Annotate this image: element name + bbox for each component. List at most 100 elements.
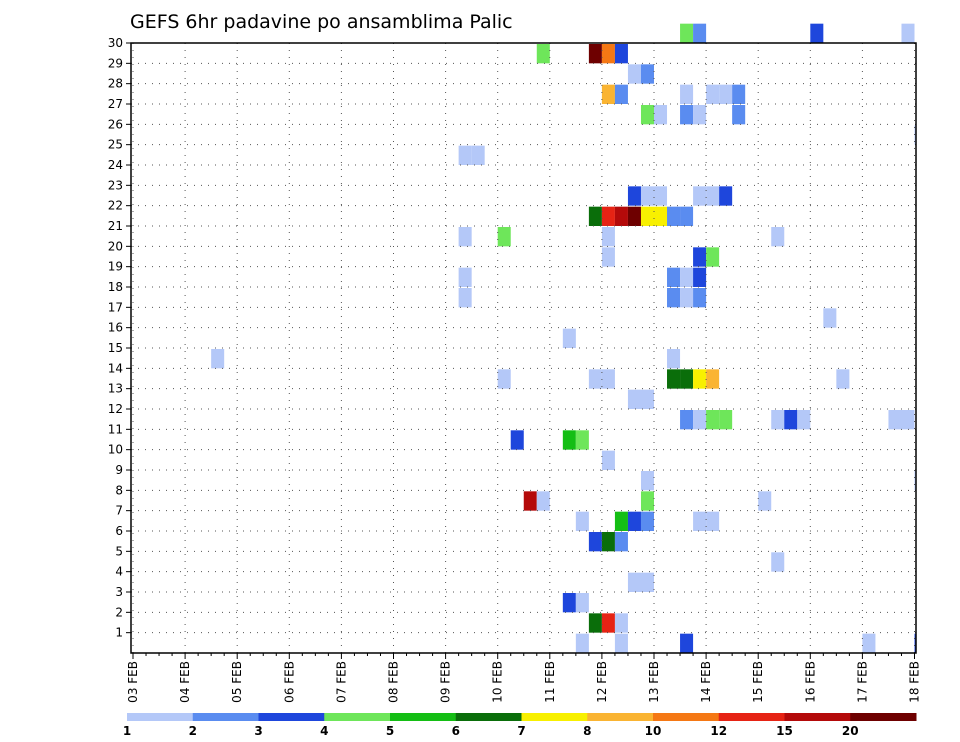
x-tick-label: 06 FEB — [282, 661, 296, 703]
heatmap-cell — [667, 349, 681, 369]
colorbar-label: 1 — [123, 724, 131, 738]
heatmap-cell — [640, 511, 655, 531]
heatmap-cell — [771, 410, 785, 430]
y-tick-label: 6 — [115, 524, 123, 538]
y-tick-label: 9 — [115, 463, 123, 477]
y-tick-label: 28 — [108, 77, 123, 91]
heatmap-cell — [601, 247, 615, 267]
heatmap-cell — [797, 410, 811, 430]
heatmap-cell — [601, 532, 615, 552]
y-tick-label: 27 — [108, 97, 123, 111]
heatmap-cell — [680, 369, 694, 389]
heatmap-cell — [614, 206, 628, 226]
colorbar-label: 7 — [517, 724, 525, 738]
x-tick-label: 11 FEB — [543, 661, 557, 703]
heatmap-cell — [601, 369, 615, 389]
heatmap-cell — [510, 430, 524, 450]
heatmap-cell — [693, 511, 707, 531]
colorbar-swatch — [390, 713, 457, 721]
chart-title: GEFS 6hr padavine po ansamblima Palic — [130, 11, 513, 33]
heatmap-cell — [680, 267, 694, 287]
colorbar-legend: 1 2 3 4 5 6 7 8 10 12 15 20 — [123, 713, 917, 738]
heatmap-cell — [627, 186, 641, 206]
heatmap-cell — [575, 430, 589, 450]
heatmap-cell — [732, 84, 746, 104]
heatmap-cell — [627, 389, 641, 409]
heatmap-cell — [836, 369, 850, 389]
colorbar-swatch — [587, 713, 654, 721]
heatmap-cell — [693, 105, 707, 125]
heatmap-cell — [497, 227, 511, 247]
y-tick-label: 25 — [108, 138, 123, 152]
heatmap-cell — [614, 532, 628, 552]
y-tick-label: 24 — [108, 158, 123, 172]
heatmap-cell — [640, 491, 655, 511]
heatmap-cell — [719, 186, 733, 206]
heatmap-cell — [536, 491, 550, 511]
heatmap-cell — [667, 206, 681, 226]
heatmap-cell — [693, 186, 707, 206]
heatmap-cell — [601, 613, 615, 633]
x-axis: 03 FEB 04 FEB 05 FEB 06 FEB 07 FEB 08 FEB 09 F… — [126, 653, 922, 703]
y-tick-label: 7 — [115, 504, 123, 518]
heatmap-cell — [211, 349, 225, 369]
y-tick-label: 16 — [108, 321, 123, 335]
heatmap-cell — [706, 84, 720, 104]
heatmap-cell — [706, 369, 720, 389]
y-tick-label: 1 — [115, 626, 123, 640]
y-tick-label: 21 — [108, 219, 123, 233]
colorbar-label: 10 — [645, 724, 662, 738]
heatmap-cell — [640, 389, 655, 409]
heatmap-cell — [536, 44, 550, 64]
x-tick-label: 18 FEB — [908, 661, 922, 703]
heatmap-cell — [575, 633, 589, 653]
heatmap-cell — [680, 410, 694, 430]
heatmap-cell — [654, 206, 668, 226]
heatmap-cell — [458, 227, 472, 247]
heatmap-cell — [667, 288, 681, 308]
heatmap-cell — [614, 613, 628, 633]
colorbar-swatch — [718, 713, 785, 721]
y-tick-label: 18 — [108, 280, 123, 294]
heatmap-cell — [693, 247, 707, 267]
colorbar-swatch — [784, 713, 851, 721]
heatmap-cell — [523, 491, 537, 511]
y-tick-label: 29 — [108, 56, 123, 70]
heatmap-cell — [654, 186, 668, 206]
heatmap-cell — [706, 247, 720, 267]
heatmap-cell — [588, 369, 602, 389]
heatmap-cell — [562, 430, 576, 450]
x-tick-label: 10 FEB — [491, 661, 505, 703]
heatmap-cell — [771, 552, 785, 572]
heatmap-cell — [601, 450, 615, 470]
heatmap-cell — [901, 410, 915, 430]
y-tick-label: 10 — [108, 443, 123, 457]
colorbar-label: 2 — [189, 724, 197, 738]
x-tick-label: 03 FEB — [126, 661, 140, 703]
x-tick-label: 07 FEB — [334, 661, 348, 703]
heatmap-cell — [693, 288, 707, 308]
heatmap-cell — [458, 288, 472, 308]
x-tick-label: 14 FEB — [699, 661, 713, 703]
x-tick-label: 04 FEB — [178, 661, 192, 703]
colorbar-swatch — [324, 713, 391, 721]
x-tick-label: 13 FEB — [647, 661, 661, 703]
heatmap-cell — [575, 593, 589, 613]
colorbar-label: 12 — [710, 724, 727, 738]
colorbar-swatch — [127, 713, 194, 721]
heatmap-cell — [640, 471, 655, 491]
heatmap-cell — [588, 206, 602, 226]
heatmap-cell — [562, 593, 576, 613]
heatmap-cell — [680, 288, 694, 308]
y-axis: 1234567891011121314151617181920212223242… — [108, 36, 131, 640]
grid-lines — [131, 42, 916, 653]
heatmap-cell — [458, 267, 472, 287]
y-tick-label: 14 — [108, 361, 123, 375]
heatmap-cell — [706, 410, 720, 430]
colorbar-label: 4 — [320, 724, 328, 738]
x-tick-label: 16 FEB — [803, 661, 817, 703]
heatmap-cell — [758, 491, 772, 511]
heatmap-cell — [810, 23, 824, 43]
colorbar-swatch — [455, 713, 522, 721]
